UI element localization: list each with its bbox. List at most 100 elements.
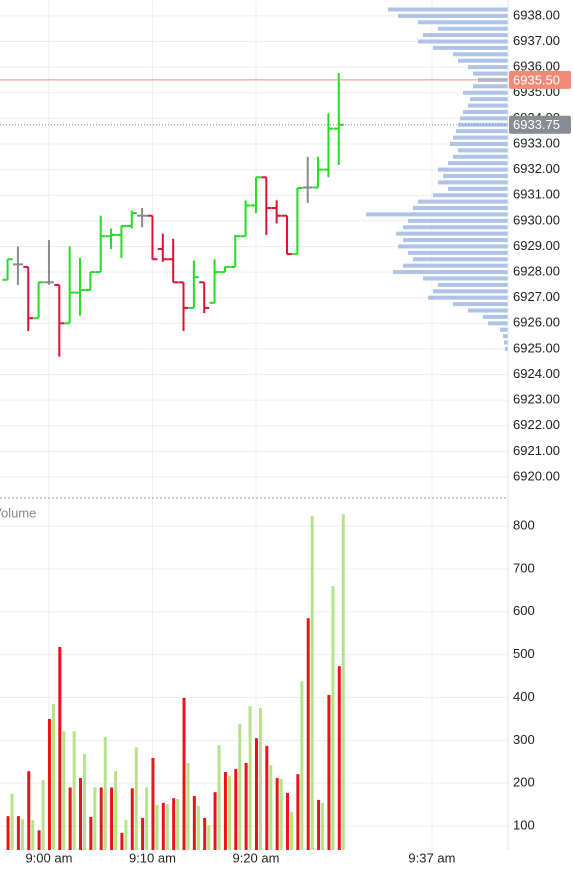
- profile-bar: [366, 212, 508, 217]
- volume-bar: [161, 802, 165, 850]
- price-label: 6933.75: [513, 117, 560, 132]
- volume-bar: [83, 754, 87, 850]
- y-tick-label: 100: [513, 817, 535, 832]
- y-tick-label: 6938.00: [513, 7, 560, 22]
- volume-bar: [213, 792, 217, 850]
- volume-bar: [124, 820, 128, 850]
- volume-bar: [16, 816, 20, 850]
- profile-bar: [428, 295, 508, 300]
- profile-bar: [413, 206, 508, 211]
- profile-bar: [438, 26, 508, 31]
- profile-bar: [413, 257, 508, 262]
- volume-bar: [275, 778, 279, 850]
- profile-bar: [423, 33, 508, 38]
- volume-bar: [99, 787, 103, 850]
- volume-bar: [279, 778, 283, 850]
- volume-bar: [37, 830, 41, 850]
- volume-bar: [269, 765, 273, 850]
- volume-bar: [6, 816, 10, 850]
- volume-bar: [79, 778, 83, 850]
- volume-bar: [265, 745, 269, 850]
- y-tick-label: 800: [513, 518, 535, 533]
- profile-bar: [488, 321, 508, 326]
- axes: 6920.00 6921.00 6922.00 6923.00 6924.00 6925.…: [0, 7, 573, 870]
- volume-bar: [227, 775, 231, 850]
- volume-bar: [165, 804, 169, 850]
- profile-bar: [463, 90, 508, 95]
- volume-bar: [51, 703, 55, 850]
- y-tick-label: 6937.00: [513, 33, 560, 48]
- y-tick-label: 400: [513, 689, 535, 704]
- volume-bar: [290, 811, 294, 850]
- volume-bar: [238, 724, 242, 850]
- volume-bar: [103, 736, 107, 850]
- volume-bar: [254, 738, 258, 850]
- volume-bar: [207, 825, 211, 850]
- profile-bar: [438, 180, 508, 185]
- y-tick-label: 6922.00: [513, 417, 560, 432]
- profile-bar: [418, 199, 508, 204]
- profile-bar: [423, 276, 508, 281]
- volume-bar: [134, 747, 138, 850]
- volume-bar: [186, 763, 190, 850]
- volume-bar: [68, 787, 72, 850]
- profile-bar: [403, 238, 508, 243]
- y-tick-label: 6923.00: [513, 392, 560, 407]
- volume-bar: [31, 820, 35, 850]
- y-tick-label: 6927.00: [513, 289, 560, 304]
- profile-bar: [398, 244, 508, 249]
- y-tick-label: 200: [513, 775, 535, 790]
- profile-bar: [408, 250, 508, 255]
- volume-bar: [20, 819, 24, 850]
- volume-bar: [217, 745, 221, 850]
- profile-bar: [433, 289, 508, 294]
- profile-bar: [468, 65, 508, 70]
- profile-bar: [408, 218, 508, 223]
- profile-bar: [483, 314, 508, 319]
- volume-bar: [141, 817, 145, 850]
- volume-bar: [244, 763, 248, 850]
- profile-bar: [463, 109, 508, 114]
- x-tick-label: 9:00 am: [25, 850, 72, 865]
- volume-panel: [6, 514, 345, 850]
- volume-bar: [234, 769, 238, 850]
- y-tick-label: 6925.00: [513, 340, 560, 355]
- profile-bar: [505, 346, 508, 351]
- price-label: 6935.50: [513, 72, 560, 87]
- x-tick-label: 9:20 am: [232, 850, 279, 865]
- volume-bar: [114, 771, 118, 850]
- volume-bar: [110, 787, 114, 850]
- y-tick-label: 6931.00: [513, 187, 560, 202]
- y-tick-label: 6932.00: [513, 161, 560, 176]
- y-tick-label: 6926.00: [513, 315, 560, 330]
- profile-bar: [468, 103, 508, 108]
- profile-bar: [418, 20, 508, 25]
- profile-bar: [403, 263, 508, 268]
- volume-bar: [172, 798, 176, 850]
- profile-bar: [433, 193, 508, 198]
- y-tick-label: 6921.00: [513, 443, 560, 458]
- volume-bar: [182, 697, 186, 850]
- price-label-box: [509, 115, 571, 134]
- profile-bar: [438, 282, 508, 287]
- profile-bar: [500, 327, 508, 332]
- y-tick-label: 6933.00: [513, 135, 560, 150]
- profile-bar: [503, 334, 508, 339]
- volume-bar: [89, 817, 93, 850]
- volume-bar: [317, 799, 321, 850]
- volume-bar: [223, 772, 227, 850]
- time-axis-bg: [0, 850, 573, 870]
- volume-bar: [151, 757, 155, 850]
- y-tick-label: 6920.00: [513, 468, 560, 483]
- x-tick-label: 9:10 am: [129, 850, 176, 865]
- profile-bar: [504, 340, 508, 345]
- y-tick-label: 300: [513, 732, 535, 747]
- volume-profile: [366, 7, 508, 351]
- volume-bar: [93, 787, 97, 850]
- profile-bar: [438, 167, 508, 172]
- profile-bar: [458, 148, 508, 153]
- volume-bar: [27, 771, 31, 850]
- volume-bar: [321, 802, 325, 850]
- y-tick-label: 6930.00: [513, 212, 560, 227]
